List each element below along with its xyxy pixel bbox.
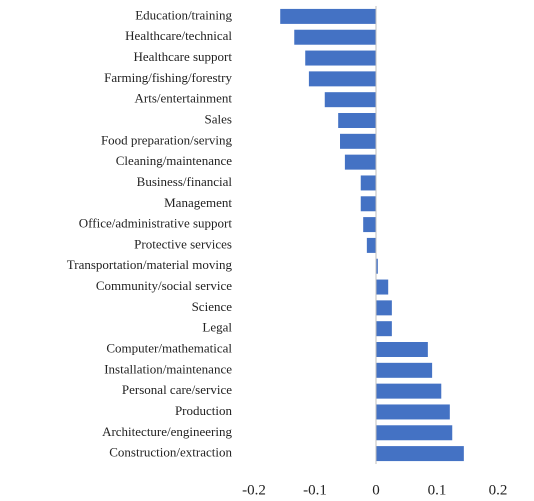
y-tick-label: Healthcare support bbox=[133, 49, 232, 64]
bar bbox=[366, 237, 376, 253]
bar bbox=[360, 175, 376, 191]
bar bbox=[376, 300, 392, 316]
bar bbox=[280, 8, 376, 24]
bar bbox=[344, 154, 376, 170]
bar bbox=[376, 342, 428, 357]
bar bbox=[376, 321, 392, 337]
y-tick-label: Healthcare/technical bbox=[125, 28, 232, 43]
x-tick-label: -0.2 bbox=[242, 482, 266, 498]
bar bbox=[340, 133, 376, 149]
y-tick-label: Arts/entertainment bbox=[135, 91, 233, 106]
y-tick-label: Installation/maintenance bbox=[104, 361, 232, 376]
y-tick-label: Farming/fishing/forestry bbox=[104, 70, 232, 85]
y-tick-label: Education/training bbox=[135, 7, 232, 22]
bar bbox=[376, 362, 433, 378]
y-tick-label: Community/social service bbox=[96, 278, 232, 293]
bar bbox=[324, 92, 376, 108]
bar bbox=[376, 404, 450, 420]
bar bbox=[363, 217, 376, 233]
bar bbox=[376, 446, 464, 462]
bar bbox=[376, 425, 453, 441]
x-tick-label: 0.2 bbox=[489, 482, 508, 498]
bar bbox=[360, 196, 376, 212]
y-tick-label: Business/financial bbox=[137, 174, 233, 189]
y-tick-label: Legal bbox=[202, 320, 232, 335]
y-tick-label: Sales bbox=[205, 111, 232, 126]
bar bbox=[294, 29, 376, 45]
y-tick-label: Construction/extraction bbox=[109, 445, 232, 460]
y-tick-label: Food preparation/serving bbox=[101, 132, 233, 147]
x-tick-label: 0 bbox=[372, 482, 380, 498]
y-tick-label: Protective services bbox=[134, 236, 232, 251]
y-tick-label: Production bbox=[175, 403, 233, 418]
x-tick-label: -0.1 bbox=[303, 482, 327, 498]
y-tick-label: Architecture/engineering bbox=[102, 424, 232, 439]
y-tick-label: Personal care/service bbox=[122, 382, 232, 397]
y-tick-label: Office/administrative support bbox=[79, 216, 233, 231]
y-tick-label: Computer/mathematical bbox=[106, 340, 232, 355]
y-tick-label: Management bbox=[164, 195, 232, 210]
bar bbox=[376, 279, 389, 295]
y-tick-label: Cleaning/maintenance bbox=[116, 153, 232, 168]
bar bbox=[376, 383, 442, 399]
bar bbox=[308, 71, 376, 87]
bar bbox=[305, 50, 376, 66]
bar bbox=[376, 258, 378, 274]
x-tick-label: 0.1 bbox=[428, 482, 447, 498]
y-tick-label: Science bbox=[192, 299, 233, 314]
y-tick-label: Transportation/material moving bbox=[67, 257, 233, 272]
bar bbox=[338, 113, 376, 128]
